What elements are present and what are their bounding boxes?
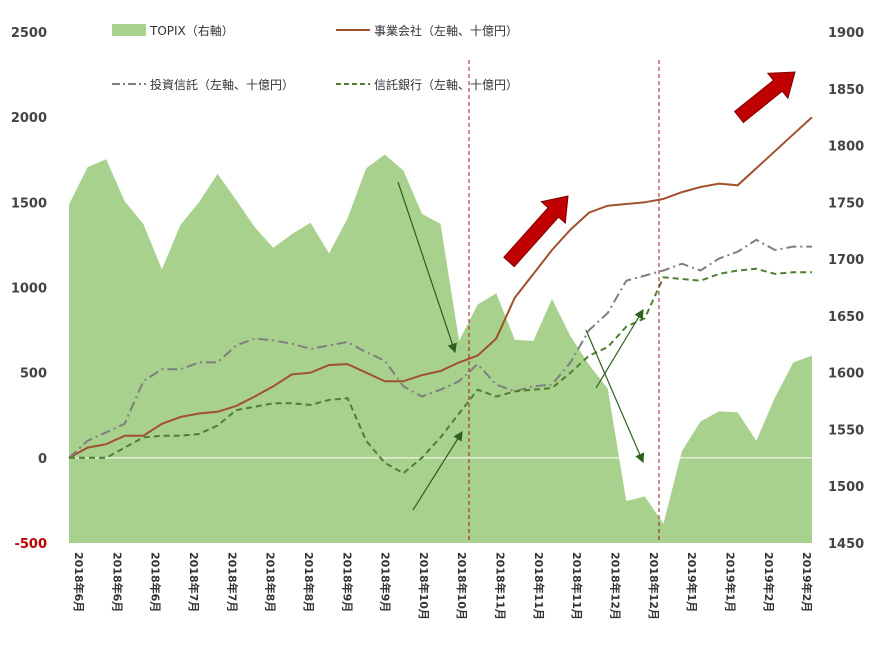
right-axis-tick: 1650 xyxy=(828,310,864,325)
legend-swatch-topix xyxy=(112,24,146,36)
series-line-2 xyxy=(68,238,812,459)
right-axis-tick: 1700 xyxy=(828,253,864,268)
x-axis-tick: 2019年1月 xyxy=(685,552,699,612)
right-axis-tick: 1900 xyxy=(828,26,864,41)
trend-arrow-1 xyxy=(503,195,569,268)
right-axis-tick: 1450 xyxy=(828,537,864,552)
legend-label-3: 信託銀行（左軸、十億円） xyxy=(374,77,518,92)
x-axis-tick: 2018年7月 xyxy=(225,552,239,612)
series-line-3 xyxy=(69,267,812,475)
series-lines-layer xyxy=(68,116,813,475)
x-axis-tick: 2018年7月 xyxy=(187,552,201,612)
x-axis-tick: 2018年10月 xyxy=(417,552,431,620)
legend-label-2: 投資信託（左軸、十億円） xyxy=(150,77,294,92)
right-axis-tick: 1800 xyxy=(828,140,864,155)
left-axis-tick: 1000 xyxy=(11,282,47,297)
x-axis-tick: 2018年8月 xyxy=(302,552,316,612)
x-axis-tick: 2018年6月 xyxy=(149,552,163,612)
topix-area-layer xyxy=(69,154,812,543)
x-axis-tick: 2018年11月 xyxy=(532,552,546,620)
series-line-1 xyxy=(68,116,813,459)
right-axis-tick: 1550 xyxy=(828,423,864,438)
annotation-arrow-1 xyxy=(397,181,457,354)
x-axis-tick: 2018年6月 xyxy=(72,552,86,612)
annotation-arrow-2 xyxy=(412,430,463,511)
right-axis-tick: 1600 xyxy=(828,367,864,382)
x-axis-tick: 2018年10月 xyxy=(455,552,469,620)
x-axis-tick: 2018年6月 xyxy=(110,552,124,612)
x-axis-tick: 2018年11月 xyxy=(570,552,584,620)
x-axis-tick: 2019年2月 xyxy=(800,552,814,612)
left-axis-tick: 500 xyxy=(20,367,47,382)
annotation-arrow-3 xyxy=(585,329,645,464)
right-axis-tick: 1850 xyxy=(828,83,864,98)
x-axis-tick: 2018年12月 xyxy=(609,552,623,620)
x-axis-tick: 2019年1月 xyxy=(723,552,737,612)
x-axis-tick: 2019年2月 xyxy=(762,552,776,612)
x-axis-tick: 2018年8月 xyxy=(264,552,278,612)
x-axis-tick: 2018年9月 xyxy=(379,552,393,612)
topix-area xyxy=(69,154,812,543)
right-axis-tick: 1750 xyxy=(828,196,864,211)
x-axis-tick: 2018年11月 xyxy=(494,552,508,620)
left-axis-tick: 0 xyxy=(38,452,47,467)
left-axis-tick: -500 xyxy=(14,537,47,552)
legend-label-0: TOPIX（右軸） xyxy=(149,23,234,38)
annotations-layer xyxy=(397,60,796,543)
legend-label-1: 事業会社（左軸、十億円） xyxy=(374,23,518,38)
right-axis-tick: 1500 xyxy=(828,480,864,495)
left-axis-tick: 1500 xyxy=(11,196,47,211)
x-axis-tick: 2018年9月 xyxy=(340,552,354,612)
annotation-arrow-4 xyxy=(595,308,644,389)
trend-arrow-2 xyxy=(733,71,796,124)
axes-layer: 2500 2000 1500 1000 500 0 -500 1900 1850 1800 1750… xyxy=(11,26,864,620)
legend: TOPIX（右軸） 事業会社（左軸、十億円） 投資信託（左軸、十億円） 信託銀行（左軸… xyxy=(112,23,518,92)
x-axis-tick: 2018年12月 xyxy=(647,552,661,620)
left-axis-tick: 2500 xyxy=(11,26,47,41)
left-axis-tick: 2000 xyxy=(11,111,47,126)
